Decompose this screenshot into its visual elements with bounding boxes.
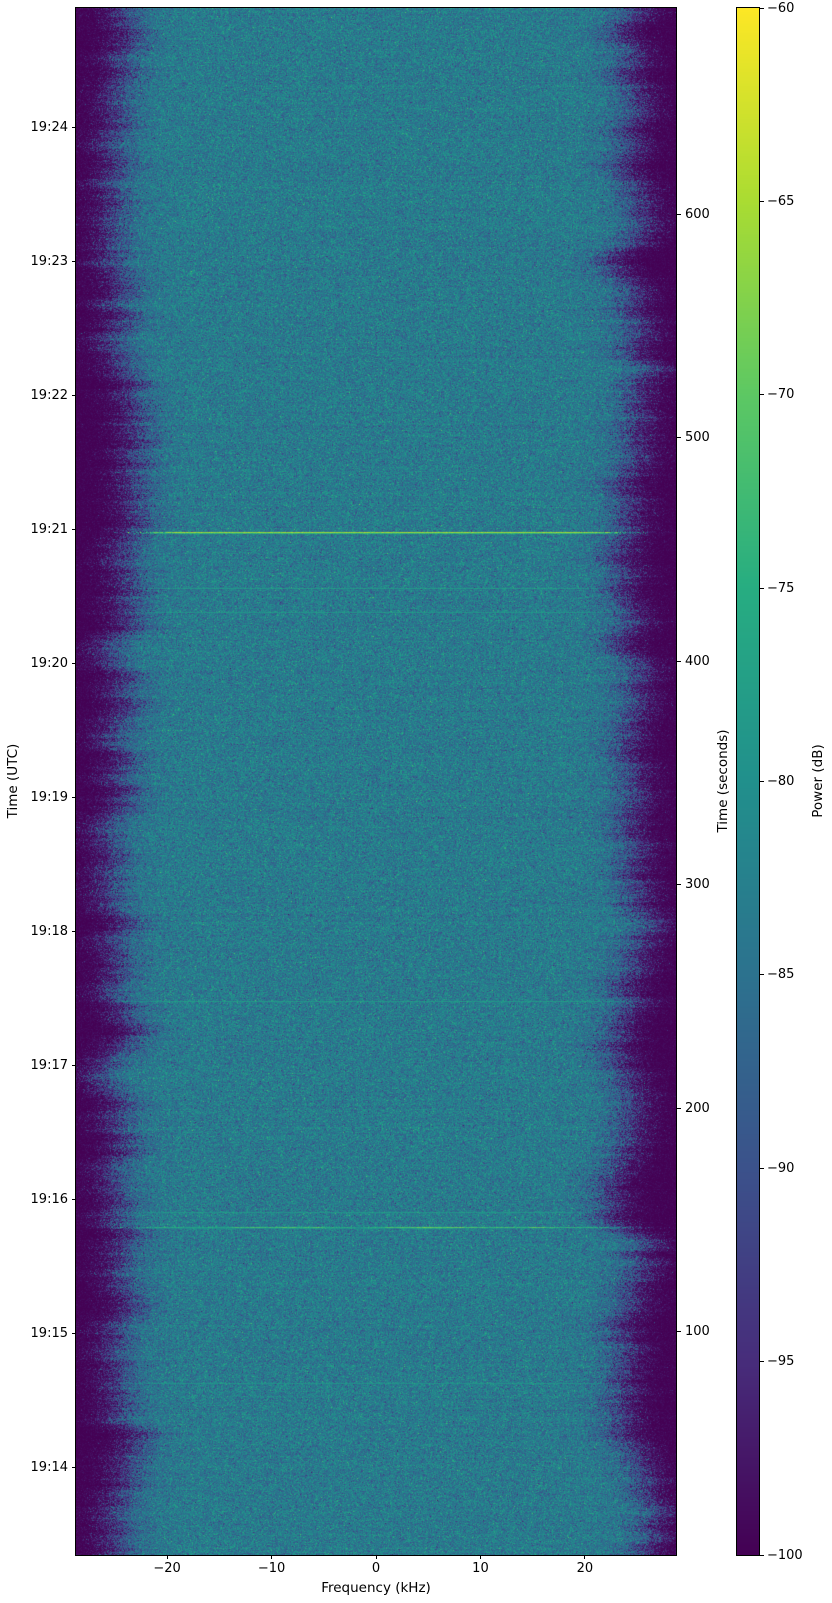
y-axis-left-tick-label: 19:22	[30, 387, 68, 403]
y-axis-right-tick	[677, 437, 681, 439]
colorbar-tick-label: −85	[767, 967, 795, 983]
y-axis-right-title: Time (seconds)	[715, 729, 731, 833]
y-axis-left-tick-label: 19:16	[30, 1192, 68, 1208]
y-axis-left-tick	[72, 797, 76, 799]
colorbar-tick	[760, 200, 764, 202]
y-axis-left-tick-label: 19:15	[30, 1326, 68, 1342]
colorbar-tick	[760, 781, 764, 782]
y-axis-left-tick	[72, 260, 76, 262]
y-axis-left-tick-label: 19:23	[30, 253, 68, 269]
x-axis-tick	[271, 1555, 273, 1559]
y-axis-left-tick-label: 19:20	[30, 656, 68, 672]
y-axis-left-tick-label: 19:24	[30, 119, 68, 135]
x-axis-title: Frequency (kHz)	[321, 1580, 431, 1596]
colorbar-tick-label: −80	[767, 774, 795, 789]
y-axis-left-title: Time (UTC)	[5, 743, 21, 819]
colorbar-gradient	[737, 8, 759, 1555]
x-axis-tick-label: −10	[257, 1561, 286, 1576]
colorbar-tick	[760, 394, 764, 396]
x-axis-tick-label: 0	[371, 1561, 381, 1576]
x-axis-tick-label: 10	[472, 1561, 489, 1576]
colorbar-tick	[760, 1554, 764, 1556]
x-axis-tick-label: −20	[153, 1561, 181, 1576]
y-axis-right-tick	[677, 660, 681, 662]
y-axis-left-tick	[72, 1467, 76, 1469]
y-axis-right-tick-label: 100	[685, 1324, 710, 1340]
colorbar-tick-label: −60	[767, 0, 795, 16]
y-axis-left-tick-label: 19:17	[30, 1058, 68, 1074]
x-axis-tick	[166, 1555, 168, 1559]
y-axis-right-tick-label: 600	[685, 206, 710, 222]
y-axis-left-tick	[72, 394, 76, 396]
y-axis-right-tick	[677, 1331, 681, 1333]
colorbar-tick	[760, 587, 764, 589]
y-axis-right-tick	[677, 213, 681, 215]
colorbar-tick	[760, 7, 764, 9]
colorbar-tick-label: −100	[767, 1547, 803, 1563]
y-axis-left-tick	[72, 1065, 76, 1067]
colorbar-tick	[760, 1167, 764, 1169]
y-axis-right-tick	[677, 1107, 681, 1109]
colorbar-tick-label: −75	[767, 580, 795, 596]
y-axis-left-tick	[72, 126, 76, 128]
colorbar-tick-label: −90	[767, 1160, 795, 1176]
y-axis-left-tick-label: 19:14	[30, 1460, 68, 1476]
y-axis-right-tick	[677, 884, 681, 886]
spectrogram-heatmap	[76, 8, 676, 1555]
y-axis-left-tick-label: 19:21	[30, 521, 68, 537]
y-axis-left-tick-label: 19:18	[30, 924, 68, 940]
y-axis-left-tick-label: 19:19	[30, 790, 68, 806]
y-axis-right-tick-label: 400	[685, 653, 710, 669]
y-axis-right-tick-label: 300	[685, 877, 710, 893]
x-axis-tick-label: 20	[576, 1561, 594, 1576]
x-axis-tick	[584, 1555, 586, 1559]
colorbar-title: Power (dB)	[810, 744, 826, 818]
y-axis-right-tick-label: 200	[685, 1100, 710, 1116]
y-axis-left-tick	[72, 528, 76, 530]
y-axis-left-tick	[72, 931, 76, 933]
colorbar-tick-label: −70	[767, 387, 795, 403]
colorbar-tick	[760, 974, 764, 976]
colorbar-tick-label: −95	[767, 1354, 795, 1370]
colorbar-tick-label: −65	[767, 193, 795, 209]
y-axis-left-tick	[72, 663, 76, 665]
y-axis-left-tick	[72, 1199, 76, 1201]
y-axis-right-tick-label: 500	[685, 430, 710, 446]
y-axis-left-tick	[72, 1333, 76, 1335]
colorbar-tick	[760, 1361, 764, 1363]
x-axis-tick	[375, 1555, 377, 1559]
x-axis-tick	[479, 1555, 481, 1559]
